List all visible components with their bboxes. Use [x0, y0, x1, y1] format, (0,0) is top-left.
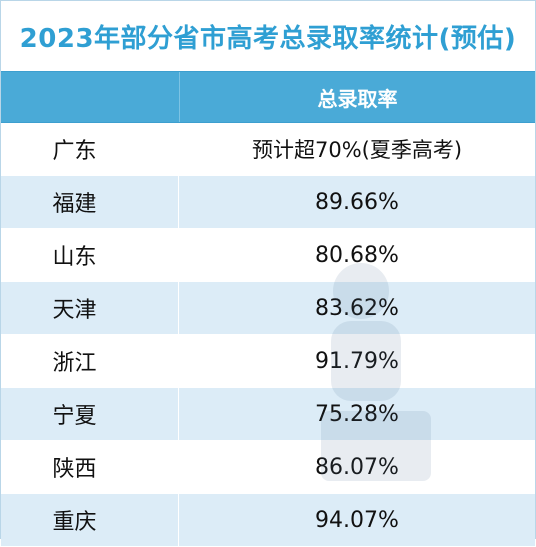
table-row: 天津 83.62% — [1, 282, 535, 335]
province-cell: 宁夏 — [1, 388, 179, 440]
table-row: 陕西 86.07% — [1, 441, 535, 494]
rate-cell: 86.07% — [315, 454, 399, 480]
province-cell: 福建 — [1, 176, 179, 228]
table-body: 广东 预计超70%(夏季高考) 福建 89.66% 山东 80.68% 天津 8… — [1, 123, 535, 547]
province-cell: 天津 — [1, 282, 179, 334]
province-cell: 浙江 — [1, 335, 179, 387]
rate-cell: 94.07% — [315, 507, 399, 533]
province-cell: 重庆 — [1, 494, 179, 546]
province-cell: 广东 — [1, 123, 179, 175]
table-row: 广东 预计超70%(夏季高考) — [1, 123, 535, 176]
page-title: 2023年部分省市高考总录取率统计(预估) — [1, 1, 535, 71]
header-province — [1, 72, 180, 122]
table-row: 宁夏 75.28% — [1, 388, 535, 441]
table-row: 重庆 94.07% — [1, 494, 535, 547]
rate-cell: 预计超70%(夏季高考) — [251, 138, 463, 162]
rate-cell: 89.66% — [315, 189, 399, 215]
province-cell: 山东 — [1, 229, 179, 281]
province-cell: 陕西 — [1, 441, 179, 493]
table-row: 福建 89.66% — [1, 176, 535, 229]
table-row: 山东 80.68% — [1, 229, 535, 282]
rate-cell: 83.62% — [315, 295, 399, 321]
rate-cell: 80.68% — [315, 242, 399, 268]
rate-cell: 91.79% — [315, 348, 399, 374]
rate-cell: 75.28% — [315, 401, 399, 427]
header-rate: 总录取率 — [317, 86, 398, 111]
table-row: 浙江 91.79% — [1, 335, 535, 388]
table-header: 总录取率 — [1, 71, 535, 123]
